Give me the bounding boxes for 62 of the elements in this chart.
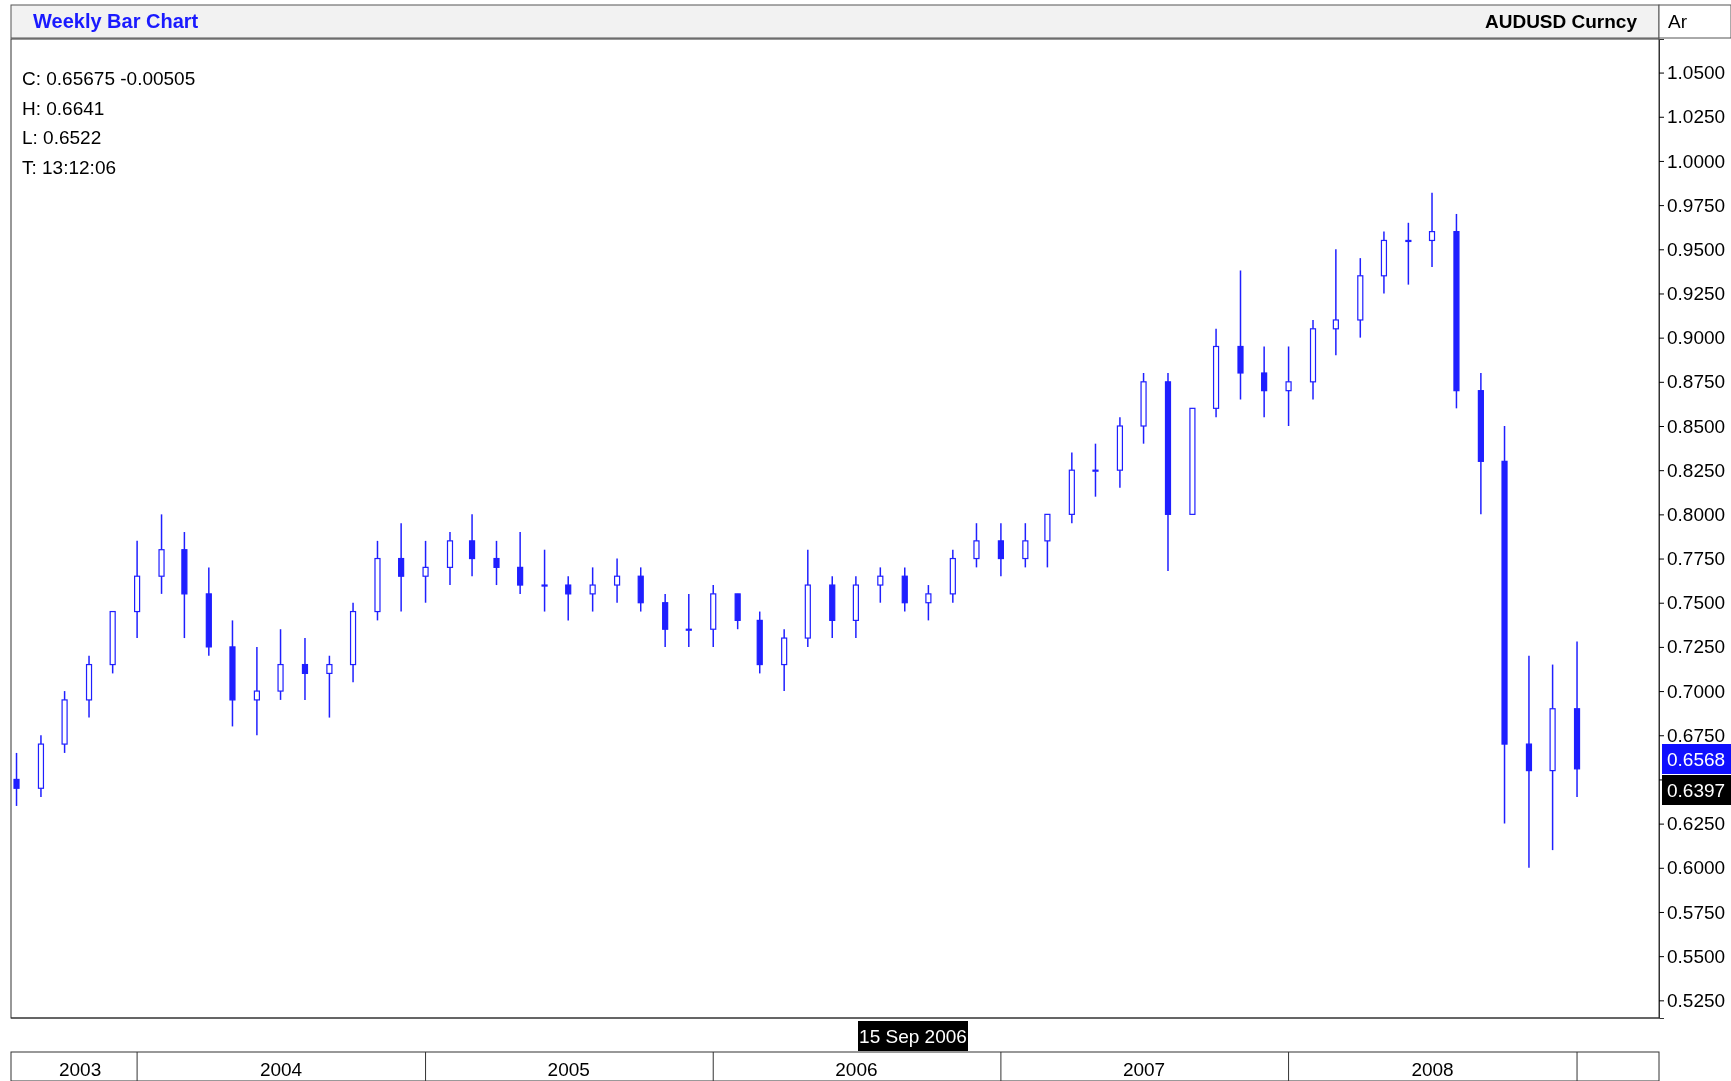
y-tick-label: 1.0250 <box>1667 106 1726 128</box>
candlestick <box>493 540 500 586</box>
y-tick-label: 0.6250 <box>1667 813 1726 835</box>
y-tick-label: 1.0500 <box>1667 62 1726 84</box>
x-tick-label: 2005 <box>547 1059 590 1080</box>
candlestick <box>1405 222 1412 286</box>
x-tick-label: 2004 <box>259 1059 303 1080</box>
candlestick <box>997 522 1004 577</box>
candlestick <box>468 513 476 577</box>
y-tick-label: 1.0000 <box>1667 150 1726 172</box>
annotation: T: 13:12:06 <box>22 156 117 178</box>
candlestick <box>13 752 20 807</box>
candlestick <box>565 575 572 622</box>
y-tick-label: 0.8750 <box>1667 371 1726 393</box>
candlestick <box>1428 191 1436 268</box>
candlestick <box>925 584 932 622</box>
candlestick <box>877 566 884 604</box>
text: Ar <box>1668 11 1688 32</box>
y-tick-label: 0.5500 <box>1667 945 1726 967</box>
candlestick <box>301 637 309 701</box>
text: 0.6568 <box>1667 749 1726 770</box>
y-tick-label: 0.9000 <box>1667 327 1726 349</box>
y-tick-label: 0.6750 <box>1667 724 1726 746</box>
y-tick-label: 0.8500 <box>1667 415 1726 437</box>
candlestick <box>541 548 548 613</box>
y-tick-label: 0.6000 <box>1667 857 1726 879</box>
annotation: H: 0.6641 <box>22 97 105 119</box>
candlestick <box>517 531 524 595</box>
y-tick-label: 0.7000 <box>1667 680 1726 702</box>
candlestick <box>613 557 621 604</box>
candlestick <box>1261 345 1268 418</box>
candlestick <box>685 593 692 648</box>
y-tick-label: 0.7250 <box>1667 636 1726 658</box>
y-tick-label: 0.9250 <box>1667 283 1726 305</box>
candlestick <box>1022 522 1029 569</box>
text: 0.6397 <box>1667 780 1726 801</box>
annotation: C: 0.65675 -0.00505 <box>22 68 196 89</box>
x-tick-label: 2008 <box>1411 1059 1454 1080</box>
y-tick-label: 0.8000 <box>1667 503 1726 525</box>
candlestick <box>253 646 260 737</box>
text: 15 Sep 2006 <box>859 1026 967 1047</box>
y-tick-label: 0.5250 <box>1667 989 1726 1011</box>
y-tick-label: 0.5750 <box>1667 901 1726 923</box>
chart-subtitle: AUDUSD Curncy <box>1484 11 1638 32</box>
candlestick <box>1285 345 1292 427</box>
x-tick-label: 2003 <box>58 1059 102 1080</box>
candlestick <box>589 566 596 613</box>
y-tick-label: 0.8250 <box>1667 459 1726 481</box>
y-tick-label: 0.9750 <box>1667 194 1726 216</box>
x-tick-label: 2006 <box>835 1059 878 1080</box>
candlestick <box>1332 248 1339 357</box>
candlestick <box>422 540 429 604</box>
x-tick-label: 2007 <box>1122 1059 1166 1080</box>
candlestick <box>973 522 980 569</box>
chart-title: Weekly Bar Chart <box>33 10 199 32</box>
y-tick-label: 0.7500 <box>1667 592 1726 614</box>
candlestick <box>398 522 405 613</box>
candlestick <box>1092 442 1099 498</box>
y-tick-label: 0.9500 <box>1667 238 1726 260</box>
y-tick-label: 0.7750 <box>1667 548 1726 570</box>
annotation: L: 0.6522 <box>22 127 102 148</box>
candlestick <box>326 654 333 719</box>
